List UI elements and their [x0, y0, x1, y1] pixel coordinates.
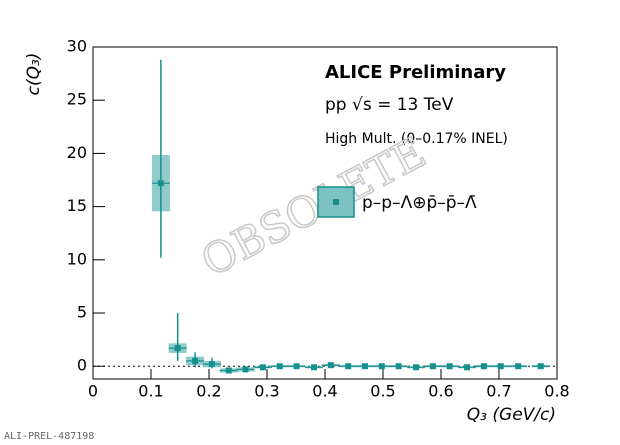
- marker: [327, 362, 334, 369]
- y-tick-label: 15: [67, 196, 87, 215]
- y-tick-label: 20: [67, 143, 87, 162]
- marker: [208, 361, 215, 368]
- marker: [293, 363, 300, 370]
- chart-title: ALICE Preliminary: [325, 62, 506, 83]
- x-tick-label: 0.7: [486, 382, 511, 401]
- legend-marker: [333, 199, 339, 205]
- marker: [429, 363, 436, 370]
- x-tick-label: 0.6: [428, 382, 453, 401]
- y-tick-label: 30: [67, 37, 87, 56]
- marker: [192, 357, 199, 364]
- marker: [157, 180, 164, 187]
- marker: [259, 364, 266, 371]
- marker: [310, 364, 317, 371]
- marker: [537, 363, 544, 370]
- marker: [345, 363, 352, 370]
- y-tick-label: 25: [67, 90, 87, 109]
- footnote: ALI-PREL-487198: [4, 431, 94, 442]
- x-tick-label: 0.8: [544, 382, 569, 401]
- x-tick-label: 0: [88, 382, 98, 401]
- marker: [242, 366, 249, 373]
- marker: [480, 363, 487, 370]
- marker: [497, 363, 504, 370]
- marker: [395, 363, 402, 370]
- annotation: High Mult. (0–0.17% INEL): [325, 131, 508, 147]
- marker: [446, 363, 453, 370]
- legend-label: p–p–Λ⊕p̄–p̄–Λ̄: [362, 193, 477, 213]
- x-tick-label: 0.3: [254, 382, 279, 401]
- marker: [174, 345, 181, 352]
- marker: [413, 364, 420, 371]
- marker: [464, 364, 471, 371]
- y-tick-label: 10: [67, 249, 87, 268]
- x-tick-label: 0.4: [312, 382, 337, 401]
- x-tick-label: 0.1: [138, 382, 163, 401]
- y-tick-label: 0: [77, 356, 87, 375]
- subtitle: pp √s = 13 TeV: [325, 95, 454, 115]
- x-axis-label: Q₃ (GeV/c): [467, 405, 556, 425]
- x-tick-label: 0.5: [370, 382, 395, 401]
- marker: [378, 363, 385, 370]
- marker: [362, 363, 369, 370]
- y-axis-label: c(Q₃): [24, 53, 44, 96]
- x-tick-label: 0.2: [196, 382, 221, 401]
- marker: [225, 367, 232, 374]
- marker: [276, 363, 283, 370]
- y-tick-label: 5: [77, 303, 87, 322]
- marker: [515, 363, 522, 370]
